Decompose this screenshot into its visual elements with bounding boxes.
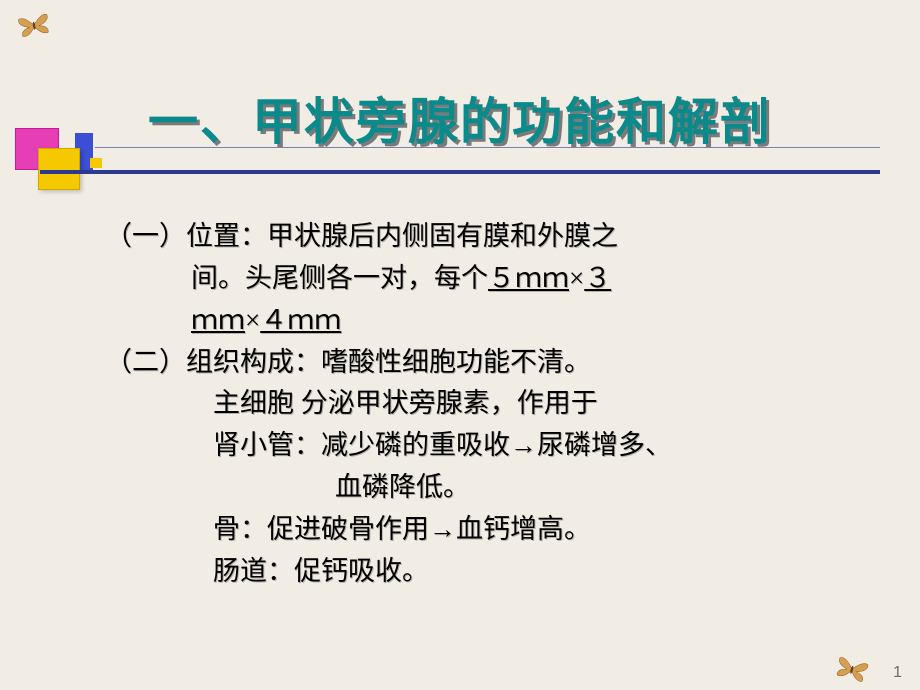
butterfly-icon bbox=[833, 652, 871, 685]
body-line: 肠道：促钙吸收。 bbox=[105, 551, 855, 593]
title-decoration bbox=[0, 138, 920, 198]
body-line: 肾小管：减少磷的重吸收→尿磷增多、 bbox=[105, 425, 855, 467]
body-line: 间。头尾侧各一对，每个５ｍｍ×３ bbox=[105, 258, 855, 300]
body-line: （二）组织构成：嗜酸性细胞功能不清。 bbox=[105, 342, 855, 384]
body-line: （一）位置：甲状腺后内侧固有膜和外膜之 bbox=[105, 216, 855, 258]
slide-body: （一）位置：甲状腺后内侧固有膜和外膜之 间。头尾侧各一对，每个５ｍｍ×３ ｍｍ×… bbox=[105, 216, 855, 593]
page-number: 1 bbox=[893, 664, 902, 682]
body-line: 主细胞 分泌甲状旁腺素，作用于 bbox=[105, 383, 855, 425]
butterfly-icon bbox=[16, 9, 52, 40]
body-line: 骨：促进破骨作用→血钙增高。 bbox=[105, 509, 855, 551]
body-line: 血磷降低。 bbox=[105, 467, 855, 509]
body-line: ｍｍ×４ｍｍ bbox=[105, 300, 855, 342]
